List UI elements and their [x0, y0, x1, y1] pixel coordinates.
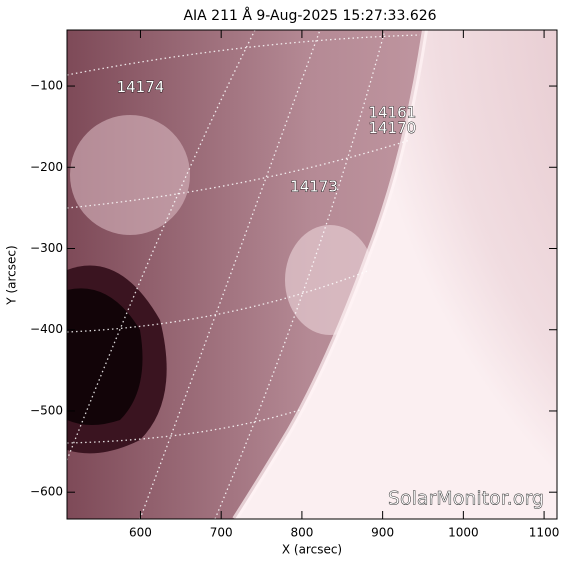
x-tick-label: 1100 — [529, 526, 560, 540]
chart-title: AIA 211 Å 9-Aug-2025 15:27:33.626 — [183, 7, 436, 24]
region-label: 14170 — [368, 119, 416, 137]
y-tick-label: −300 — [30, 241, 63, 255]
x-tick-label: 800 — [290, 526, 313, 540]
x-tick-label: 600 — [129, 526, 152, 540]
region-label: 14174 — [117, 78, 165, 96]
y-tick-label: −600 — [30, 485, 63, 499]
watermark: SolarMonitor.org — [388, 488, 544, 510]
solar-image — [67, 30, 557, 519]
x-tick-label: 1000 — [448, 526, 479, 540]
y-tick-label: −200 — [30, 160, 63, 174]
y-tick-label: −100 — [30, 79, 63, 93]
x-axis-label: X (arcsec) — [282, 543, 342, 557]
region-label: 14161 — [368, 103, 416, 121]
plot-frame — [66, 29, 558, 520]
region-label: 14173 — [290, 177, 338, 195]
y-axis-label: Y (arcsec) — [5, 245, 19, 305]
y-tick-label: −400 — [30, 322, 63, 336]
x-tick-label: 900 — [371, 526, 394, 540]
y-tick-label: −500 — [30, 403, 63, 417]
x-tick-label: 700 — [210, 526, 233, 540]
